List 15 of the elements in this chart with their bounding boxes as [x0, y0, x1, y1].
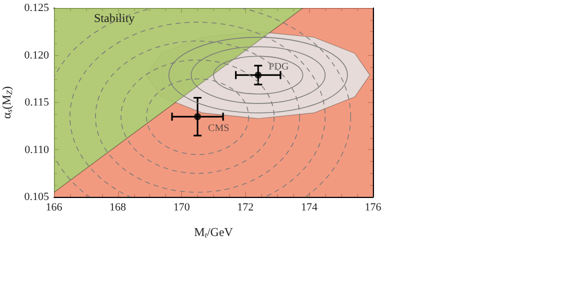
x-tick-label: 174	[300, 202, 318, 214]
x-tick-label: 166	[46, 202, 63, 214]
x-tick-label: 176	[364, 202, 382, 214]
annotation: Stability	[94, 11, 135, 25]
y-tick-label: 0.115	[24, 96, 50, 108]
y-tick-label: 0.110	[24, 144, 50, 156]
y-tick-label: 0.125	[24, 2, 50, 14]
series-label: PDG	[268, 62, 289, 73]
x-tick-label: 170	[173, 202, 190, 214]
x-tick-label: 172	[237, 202, 254, 214]
y-tick-label: 0.120	[24, 49, 50, 62]
x-tick-label: 168	[110, 202, 127, 214]
y-tick-label: 0.105	[24, 191, 50, 203]
series-label: CMS	[208, 123, 230, 134]
y-axis-title: αs(MZ)	[0, 86, 14, 119]
